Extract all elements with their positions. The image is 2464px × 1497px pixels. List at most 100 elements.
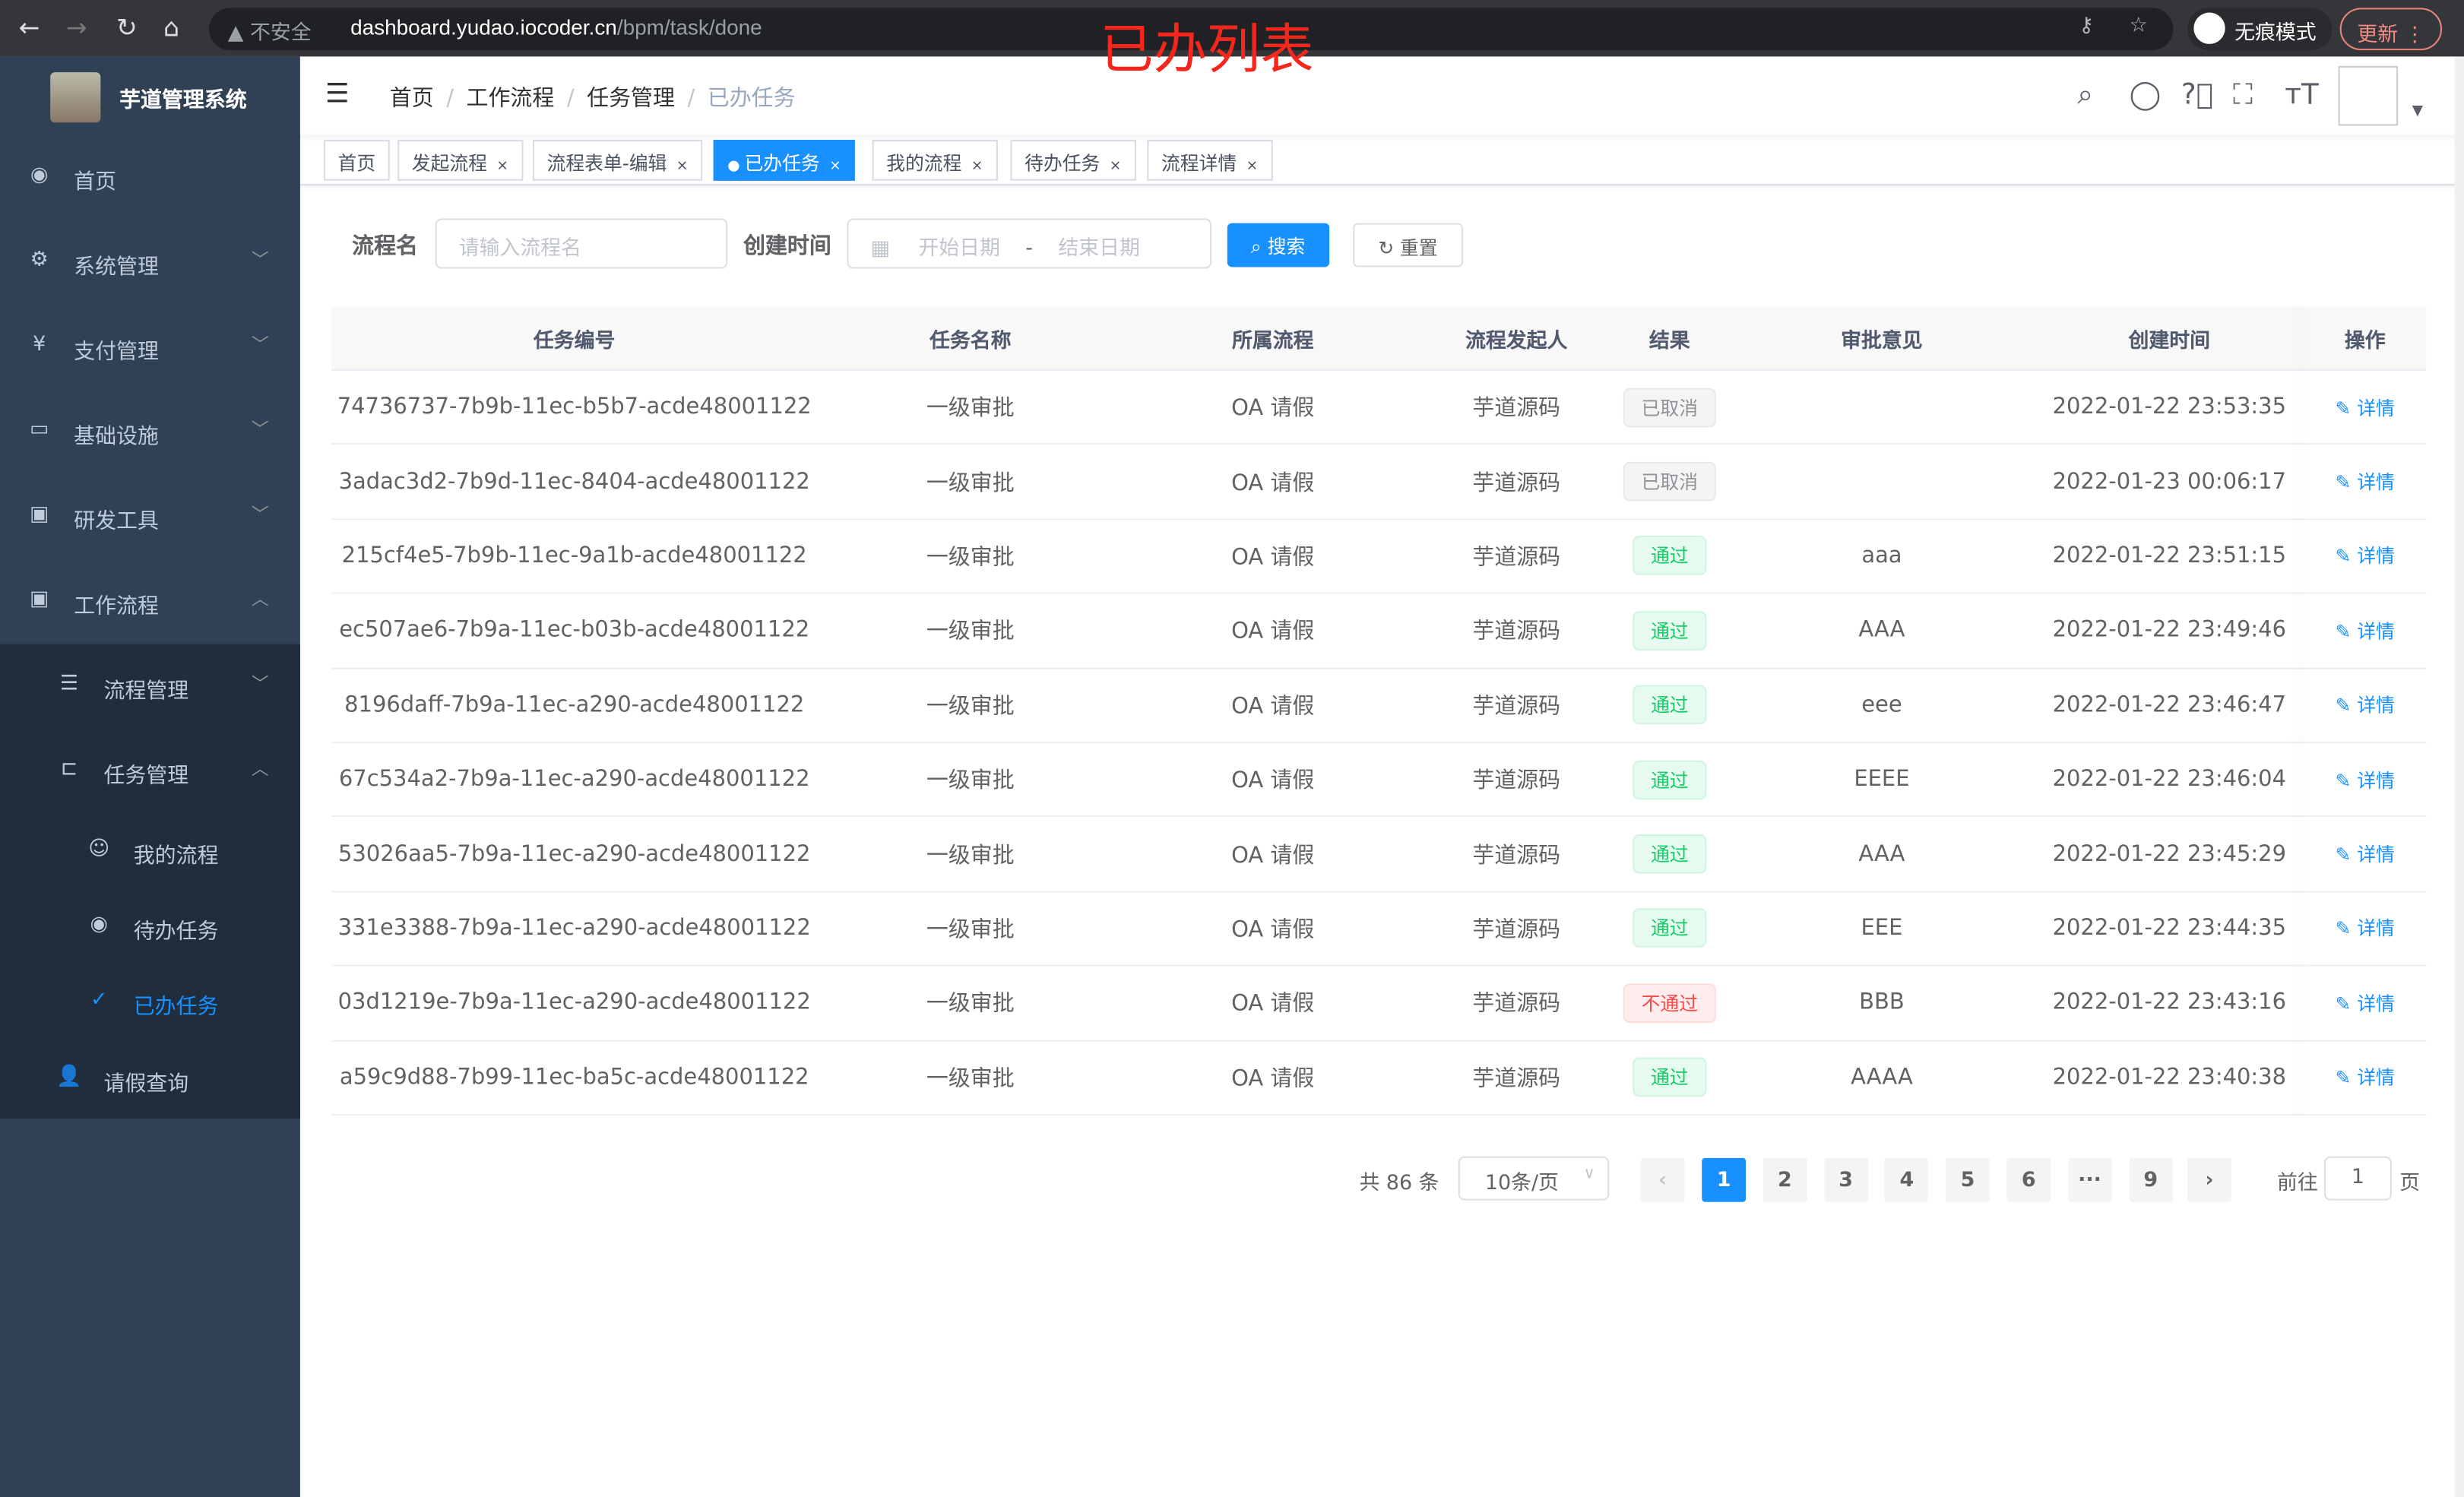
close-icon[interactable]: ×	[1246, 158, 1259, 175]
sidebar-item-process-mgmt[interactable]: ☰ 流程管理 ﹀	[0, 644, 300, 730]
browser-toolbar: ← → ↻ ⌂ ▲ 不安全 dashboard.yudao.iocoder.cn…	[0, 0, 2464, 57]
fullscreen-icon[interactable]: ⛶	[2233, 78, 2253, 112]
label: 任务管理	[103, 763, 189, 789]
table-row: ec507ae6-7b9a-11ec-b03b-acde48001122 一级审批…	[331, 594, 2427, 669]
avatar[interactable]	[2338, 65, 2399, 126]
cell-process: OA 请假	[1231, 396, 1315, 422]
sidebar-item-task-mgmt[interactable]: ⊏ 任务管理 ︿	[0, 729, 300, 814]
detail-button[interactable]: ✎ 详情	[2336, 468, 2395, 495]
page-button[interactable]: 6	[2006, 1157, 2051, 1202]
star-icon[interactable]: ☆	[2129, 14, 2148, 38]
sidebar-item-todo[interactable]: ◉ 待办任务	[0, 889, 300, 964]
detail-button[interactable]: ✎ 详情	[2336, 1064, 2395, 1090]
home-icon[interactable]: ⌂	[163, 12, 180, 43]
page-button[interactable]: 5	[1946, 1157, 1990, 1202]
cell-task-id: 331e3388-7b9a-11ec-a290-acde48001122	[337, 916, 811, 942]
goto-page-input[interactable]: 1	[2323, 1156, 2392, 1201]
back-icon[interactable]: ←	[18, 12, 40, 43]
detail-button[interactable]: ✎ 详情	[2336, 915, 2395, 942]
page-button[interactable]: 3	[1823, 1157, 1868, 1202]
detail-button[interactable]: ✎ 详情	[2336, 617, 2395, 644]
refresh-icon: ↻	[1378, 237, 1400, 260]
breadcrumb-item[interactable]: 首页	[389, 86, 434, 112]
tag-start-process[interactable]: 发起流程 ×	[397, 140, 523, 181]
close-icon[interactable]: ×	[496, 158, 508, 175]
sidebar-item-pay[interactable]: ¥ 支付管理 ﹀	[0, 305, 300, 390]
tag-process-detail[interactable]: 流程详情 ×	[1147, 140, 1272, 181]
sidebar-item-my-process[interactable]: ☺ 我的流程	[0, 814, 300, 889]
list-icon: ☰	[59, 672, 79, 696]
incognito-badge[interactable]: 无痕模式	[2187, 8, 2333, 51]
edit-icon: ✎	[2335, 843, 2358, 866]
detail-button[interactable]: ✎ 详情	[2336, 394, 2395, 420]
sidebar-item-workflow[interactable]: ▣ 工作流程 ︿	[0, 559, 300, 644]
cell-task-id: a59c9d88-7b99-11ec-ba5c-acde48001122	[339, 1065, 809, 1090]
cell-task-name: 一级审批	[926, 619, 1015, 645]
key-icon[interactable]: ⚷	[2079, 14, 2095, 38]
reset-button[interactable]: ↻ 重置	[1353, 223, 1463, 267]
scrollbar[interactable]	[2454, 56, 2464, 1497]
process-name-input[interactable]: 请输入流程名	[435, 218, 728, 269]
cell-actions: ✎ 详情	[2304, 818, 2426, 891]
forward-icon[interactable]: →	[65, 12, 87, 43]
more-pages-button[interactable]: ···	[2067, 1157, 2112, 1202]
start-date[interactable]: 开始日期	[918, 237, 1000, 261]
cell-process: OA 请假	[1231, 545, 1315, 571]
sidebar-item-home[interactable]: ◉ 首页	[0, 135, 300, 220]
close-icon[interactable]: ×	[829, 158, 841, 175]
process-name-label: 流程名	[352, 234, 418, 260]
cell-actions: ✎ 详情	[2304, 669, 2426, 742]
cell-create-time: 2022-01-22 23:53:35	[2052, 394, 2287, 420]
next-page-button[interactable]: ›	[2187, 1157, 2231, 1202]
sidebar-item-done[interactable]: ✓ 已办任务	[0, 965, 300, 1040]
page-button[interactable]: 1	[1702, 1157, 1747, 1202]
caret-down-icon[interactable]: ▼	[2412, 103, 2424, 120]
font-size-icon[interactable]: ᴛT	[2285, 78, 2319, 112]
update-button[interactable]: 更新 ⋮	[2339, 8, 2443, 51]
detail-button[interactable]: ✎ 详情	[2336, 766, 2395, 793]
reload-icon[interactable]: ↻	[116, 12, 138, 43]
url-text[interactable]: dashboard.yudao.iocoder.cn/bpm/task/done	[350, 16, 762, 40]
search-button[interactable]: ⌕ 搜索	[1227, 223, 1329, 267]
cell-create-time: 2022-01-22 23:43:16	[2052, 990, 2287, 1016]
address-bar[interactable]: ▲ 不安全 dashboard.yudao.iocoder.cn/bpm/tas…	[208, 8, 2174, 51]
search-icon[interactable]: ⌕	[2077, 78, 2094, 112]
sidebar-item-system[interactable]: ⚙ 系统管理 ﹀	[0, 220, 300, 305]
label: 我的流程	[133, 843, 219, 869]
cell-initiator: 芋道源码	[1472, 470, 1561, 496]
breadcrumb-item[interactable]: 工作流程	[466, 86, 555, 112]
github-icon[interactable]: ◯	[2129, 78, 2162, 112]
tag-my-process[interactable]: 我的流程 ×	[872, 140, 998, 181]
create-time-label: 创建时间	[743, 234, 831, 260]
hamburger-icon[interactable]: ☰	[325, 78, 350, 110]
detail-button[interactable]: ✎ 详情	[2336, 989, 2395, 1016]
close-icon[interactable]: ×	[676, 158, 689, 175]
page-size-select[interactable]: 10条/页 ∨	[1458, 1156, 1610, 1201]
page-button[interactable]: 2	[1762, 1157, 1807, 1202]
cell-task-name: 一级审批	[926, 545, 1015, 571]
page-button[interactable]: 9	[2128, 1157, 2173, 1202]
sidebar-item-infra[interactable]: ▭ 基础设施 ﹀	[0, 390, 300, 475]
tag-todo[interactable]: 待办任务 ×	[1010, 140, 1135, 181]
tag-form-edit[interactable]: 流程表单-编辑 ×	[532, 140, 702, 181]
detail-button[interactable]: ✎ 详情	[2336, 543, 2395, 569]
date-range-input[interactable]: ▦ 开始日期 - 结束日期	[847, 218, 1212, 269]
tag-home[interactable]: 首页	[323, 140, 390, 181]
cell-comment: AAA	[1858, 841, 1905, 867]
detail-button[interactable]: ✎ 详情	[2336, 840, 2395, 867]
sidebar-item-leave[interactable]: 👤 请假查询	[0, 1040, 300, 1119]
tag-done-tasks[interactable]: ● 已办任务 ×	[713, 140, 856, 181]
end-date[interactable]: 结束日期	[1058, 237, 1140, 261]
detail-button[interactable]: ✎ 详情	[2336, 692, 2395, 718]
table-row: 67c534a2-7b9a-11ec-a290-acde48001122 一级审批…	[331, 743, 2427, 818]
breadcrumb-item[interactable]: 任务管理	[587, 86, 675, 112]
edit-icon: ✎	[2335, 1067, 2358, 1090]
close-icon[interactable]: ×	[971, 158, 983, 175]
label: 支付管理	[74, 339, 159, 365]
close-icon[interactable]: ×	[1109, 158, 1122, 175]
help-icon[interactable]: ?⃝	[2181, 78, 2213, 112]
prev-page-button[interactable]: ‹	[1640, 1157, 1685, 1202]
page-button[interactable]: 4	[1884, 1157, 1929, 1202]
sidebar-item-devtools[interactable]: ▣ 研发工具 ﹀	[0, 474, 300, 559]
cell-result: 通过	[1610, 1041, 1728, 1114]
